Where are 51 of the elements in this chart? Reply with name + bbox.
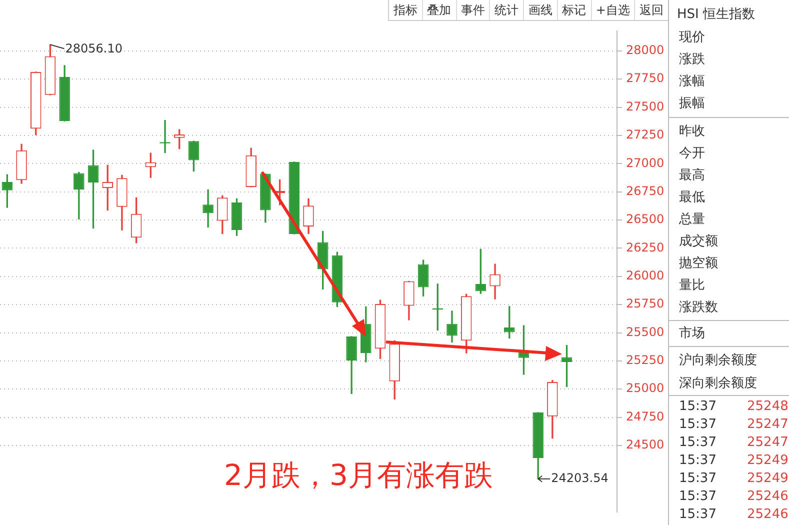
text: 统计 xyxy=(490,0,524,20)
text: +自选 xyxy=(592,0,636,20)
text: 今开 xyxy=(679,145,705,162)
text: 最高 xyxy=(679,167,705,184)
text: 现价 xyxy=(679,29,705,46)
y-tick-label: 28000 xyxy=(626,43,664,58)
text: 返回 xyxy=(635,0,670,20)
y-tick-label: 25500 xyxy=(626,324,664,339)
y-tick-label: 26750 xyxy=(626,184,664,198)
candlestick xyxy=(202,189,214,228)
y-tick-label: 26500 xyxy=(626,212,664,226)
text: 15:37 25246. xyxy=(679,489,789,504)
y-tick-label: 27500 xyxy=(626,99,664,114)
text: 深向剩余额度 xyxy=(679,375,757,392)
text: 叠加 xyxy=(422,0,456,20)
text: 总量 xyxy=(679,211,705,228)
annotation: 24203.54 xyxy=(551,471,608,486)
y-tick-label: 25000 xyxy=(626,381,664,396)
text: 涨幅 xyxy=(679,73,705,90)
text: 15:37 25249. xyxy=(679,453,789,468)
y-tick-label: 26000 xyxy=(626,268,664,283)
text: HSI 恒生指数 xyxy=(677,6,755,23)
y-tick-label: 27000 xyxy=(626,156,664,170)
text: 15:37 25248. xyxy=(679,399,789,414)
y-tick-label: 27750 xyxy=(626,71,664,86)
text: 涨跌 xyxy=(679,51,705,68)
text: 量比 xyxy=(679,277,705,294)
text: 振幅 xyxy=(679,95,705,112)
y-tick-label: 27250 xyxy=(626,128,664,142)
text: 15:37 25247. xyxy=(679,417,789,432)
y-tick-label: 25250 xyxy=(626,353,664,368)
text: 15:37 25246. xyxy=(679,507,789,522)
y-tick-label: 26250 xyxy=(626,240,664,254)
annotation: 2月跌，3月有涨有跌 xyxy=(224,458,493,492)
text: 涨跌数 xyxy=(679,299,718,316)
text: 沪向剩余额度 xyxy=(679,352,757,369)
text: 事件 xyxy=(456,0,490,20)
text: 15:37 25247. xyxy=(679,435,789,450)
text: 最低 xyxy=(679,189,705,206)
text: 昨收 xyxy=(679,123,705,140)
text: 标记 xyxy=(558,0,592,20)
y-tick-label: 25750 xyxy=(626,296,664,311)
y-tick-label: 24500 xyxy=(626,438,664,452)
text: 画线 xyxy=(524,0,558,20)
text: 抛空额 xyxy=(679,255,718,272)
text: 15:37 25249. xyxy=(679,471,789,486)
text: 指标 xyxy=(389,0,423,20)
y-tick-label: 24750 xyxy=(626,409,664,424)
text: 成交额 xyxy=(679,233,718,250)
text: 市场 xyxy=(679,325,705,342)
annotation: 28056.10 xyxy=(65,42,122,56)
